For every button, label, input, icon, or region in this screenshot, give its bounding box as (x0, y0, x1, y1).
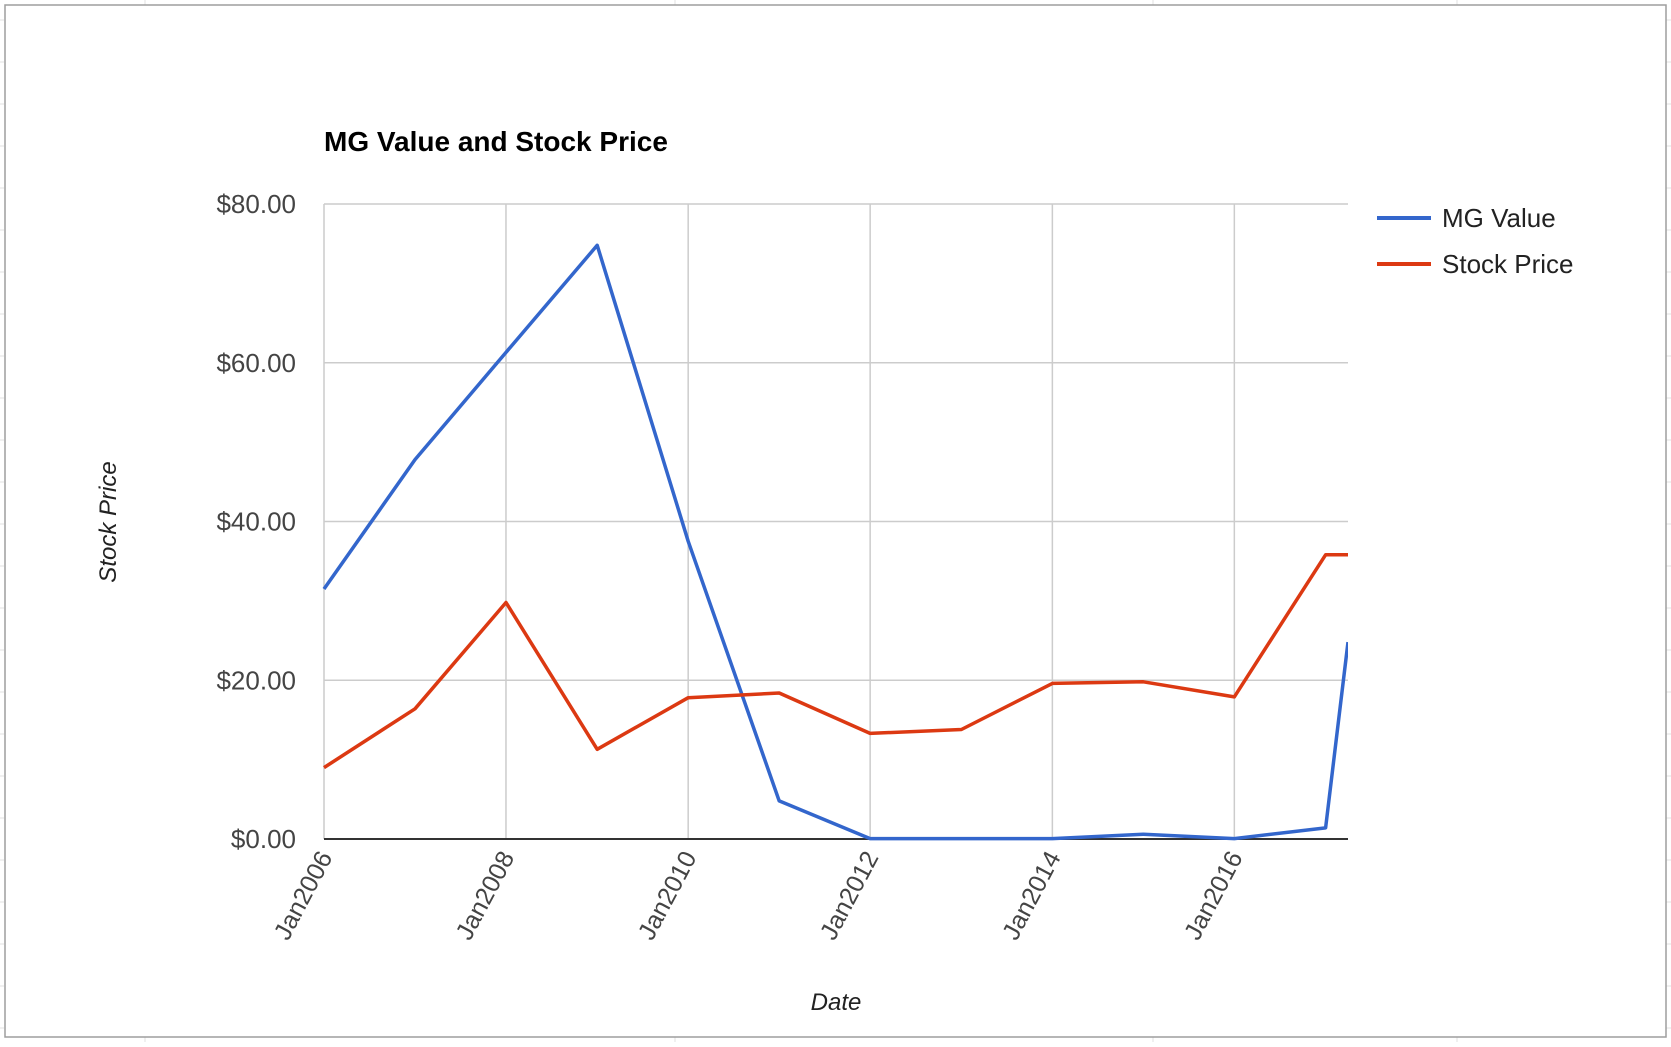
y-axis-tick-labels: $0.00 $20.00 $40.00 $60.00 $80.00 (216, 189, 296, 854)
chart-title: MG Value and Stock Price (324, 126, 668, 157)
stock-price-series-line[interactable] (323, 553, 1348, 770)
grid-lines (323, 203, 1348, 839)
mg-value-series-line[interactable] (322, 243, 1348, 841)
legend-label-mg-value: MG Value (1442, 203, 1556, 233)
y-axis-title: Stock Price (95, 461, 122, 582)
y-tick-label: $60.00 (216, 348, 296, 378)
y-tick-label: $40.00 (216, 507, 296, 537)
y-tick-label: $0.00 (231, 824, 296, 854)
x-axis-title: Date (811, 989, 862, 1016)
y-tick-label: $80.00 (216, 189, 296, 219)
legend-label-stock-price: Stock Price (1442, 249, 1574, 279)
series-lines (322, 243, 1348, 841)
legend[interactable]: MG Value Stock Price (1377, 203, 1574, 279)
y-tick-label: $20.00 (216, 665, 296, 695)
